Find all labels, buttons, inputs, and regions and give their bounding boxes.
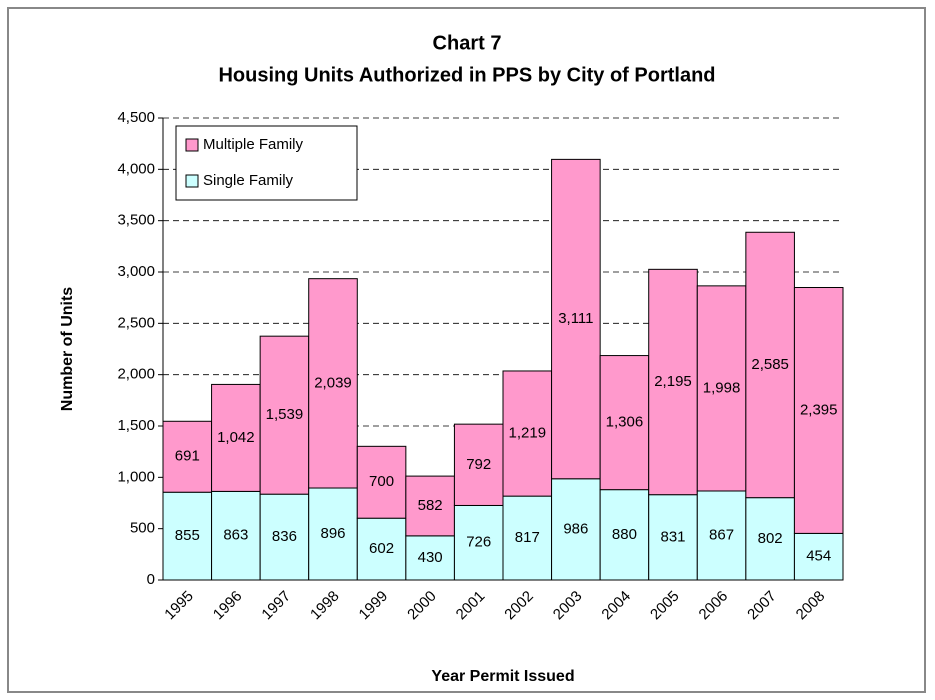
- bar-segment: [405, 475, 455, 537]
- y-tick-label: 0: [147, 571, 155, 588]
- data-label: 2,195: [654, 373, 692, 390]
- y-tick-label: 3,000: [117, 263, 155, 280]
- legend-swatch: [185, 174, 199, 188]
- data-label: 863: [223, 527, 248, 544]
- bar-segment: [308, 278, 358, 489]
- legend-box: [175, 125, 358, 201]
- bar-segment: [551, 478, 601, 581]
- bar-segment: [356, 517, 407, 581]
- data-label: 880: [612, 526, 637, 543]
- bar-segment: [259, 335, 310, 495]
- data-label: 1,998: [703, 379, 741, 396]
- data-label: 1,539: [266, 406, 304, 423]
- bar-segment: [793, 287, 844, 534]
- y-tick-label: 2,000: [117, 366, 155, 383]
- legend-label: Multiple Family: [203, 136, 304, 153]
- data-label: 726: [466, 534, 491, 551]
- y-tick-label: 4,500: [117, 109, 155, 126]
- data-label: 986: [563, 520, 588, 537]
- legend-label: Single Family: [203, 172, 294, 189]
- data-label: 1,219: [509, 425, 547, 442]
- bar-segment: [162, 420, 213, 493]
- data-label: 896: [320, 525, 345, 542]
- data-label: 817: [515, 529, 540, 546]
- data-label: 802: [758, 530, 783, 547]
- data-label: 582: [418, 497, 443, 514]
- y-tick-label: 500: [130, 520, 155, 537]
- bar-segment: [453, 423, 504, 506]
- x-axis-label: Year Permit Issued: [431, 668, 574, 685]
- bar-segment: [648, 268, 698, 496]
- data-label: 867: [709, 526, 734, 543]
- data-label: 2,039: [314, 374, 352, 391]
- bar-segment: [259, 493, 310, 581]
- data-label: 691: [175, 448, 200, 465]
- bar-segment: [356, 445, 407, 519]
- y-axis-label: Number of Units: [59, 287, 76, 412]
- bar-segment: [453, 504, 504, 581]
- chart-title: Chart 7: [433, 32, 502, 54]
- bar-segment: [308, 487, 358, 581]
- y-tick-label: 1,500: [117, 417, 155, 434]
- bar-segment: [211, 490, 261, 581]
- bar-segment: [793, 532, 844, 581]
- data-label: 1,042: [217, 429, 255, 446]
- data-label: 700: [369, 473, 394, 490]
- bar-segment: [405, 535, 455, 581]
- data-label: 2,395: [800, 401, 838, 418]
- data-label: 602: [369, 540, 394, 557]
- data-label: 454: [806, 548, 831, 565]
- bar-segment: [551, 158, 601, 480]
- data-label: 430: [418, 549, 443, 566]
- data-label: 836: [272, 528, 297, 545]
- data-label: 3,111: [558, 310, 593, 327]
- legend-swatch: [185, 138, 199, 152]
- bar-segment: [502, 495, 553, 581]
- data-label: 2,585: [751, 356, 789, 373]
- y-tick-label: 4,000: [117, 160, 155, 177]
- y-tick-label: 3,500: [117, 212, 155, 229]
- bar-segment: [502, 370, 553, 497]
- data-label: 1,306: [606, 414, 644, 431]
- bar-segment: [745, 231, 795, 499]
- chart-subtitle: Housing Units Authorized in PPS by City …: [218, 64, 715, 86]
- bar-segment: [211, 383, 261, 492]
- y-tick-label: 2,500: [117, 314, 155, 331]
- data-label: 792: [466, 456, 491, 473]
- bar-segment: [599, 355, 650, 491]
- y-tick-label: 1,000: [117, 468, 155, 485]
- bar-segment: [696, 490, 747, 581]
- data-label: 855: [175, 527, 200, 544]
- data-label: 831: [660, 528, 685, 545]
